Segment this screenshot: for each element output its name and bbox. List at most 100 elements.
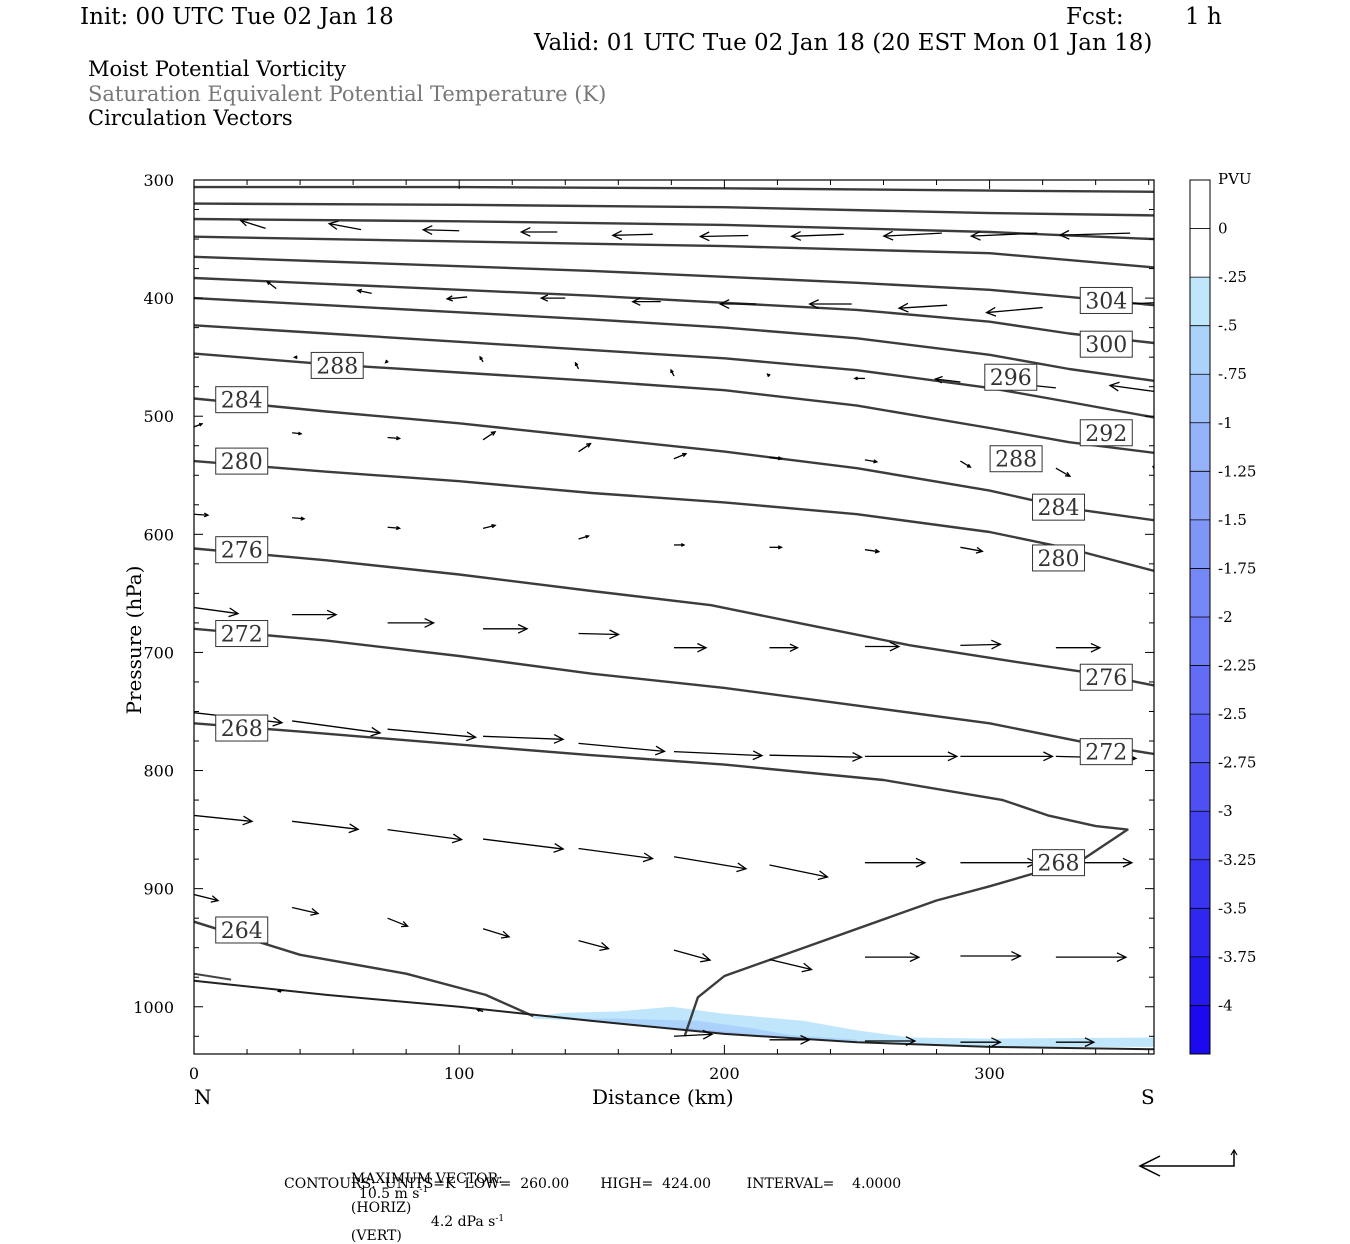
- colorbar-swatch: [1190, 762, 1210, 812]
- contour-label-288: 288: [989, 445, 1043, 473]
- circulation-vector: [356, 288, 372, 295]
- circulation-vector: [960, 751, 1054, 762]
- colorbar-swatch: [1190, 665, 1210, 715]
- theta-e-contour-292: [194, 324, 1154, 419]
- colorbar-label: -3.25: [1218, 851, 1256, 869]
- circulation-vector: [897, 302, 948, 313]
- contour-label-268: 268: [215, 714, 269, 742]
- circulation-vector: [769, 1034, 811, 1045]
- cross-section-chart: 3043002962922882882842842802802762762722…: [133, 171, 1256, 1177]
- horiz-exponent: -1: [419, 1185, 429, 1195]
- circulation-vector: [1055, 952, 1128, 963]
- contour-label-284: 284: [215, 386, 269, 414]
- contour-label-300: 300: [1079, 330, 1133, 358]
- circulation-vector: [194, 814, 254, 826]
- circulation-vector: [864, 952, 921, 963]
- x-end-label-left: N: [194, 1085, 212, 1109]
- colorbar-swatch: [1190, 422, 1210, 472]
- footer-max-vector: MAXIMUM VECTOR: 10.5 m s-1 (HORIZ) 4.2 d…: [342, 1158, 504, 1243]
- circulation-vector: [519, 227, 558, 237]
- circulation-vector-layer: [194, 218, 1154, 1048]
- circulation-vector: [960, 639, 1002, 650]
- circulation-vector: [482, 838, 565, 853]
- circulation-vector: [578, 442, 592, 453]
- colorbar-label: 0: [1218, 220, 1228, 238]
- circulation-vector: [790, 231, 844, 241]
- circulation-vector: [1055, 1037, 1096, 1048]
- theta-e-contour-upper-12: [194, 217, 1154, 241]
- svg-text:284: 284: [221, 389, 263, 414]
- circulation-vector: [1055, 642, 1102, 653]
- circulation-vector: [673, 949, 712, 963]
- surface-line: [194, 979, 1154, 1051]
- circulation-vector: [1108, 381, 1154, 393]
- theta-e-contour-upper-11: [194, 235, 1154, 269]
- circulation-vector: [387, 917, 409, 928]
- colorbar-swatch: [1190, 811, 1210, 860]
- circulation-vector: [882, 230, 942, 241]
- reference-vector-vertical-head: [1230, 1148, 1238, 1156]
- circulation-vector: [864, 751, 959, 762]
- theta-e-contour-upper-13: [194, 202, 1154, 217]
- circulation-vector: [631, 297, 661, 306]
- theta-e-contour-296: [194, 296, 1154, 382]
- svg-text:264: 264: [221, 919, 263, 944]
- circulation-vector: [960, 1037, 1002, 1048]
- colorbar-swatch: [1190, 568, 1210, 617]
- circulation-vector: [611, 230, 653, 241]
- circulation-vector: [387, 525, 402, 531]
- colorbar-swatch: [1190, 277, 1210, 326]
- svg-text:272: 272: [221, 623, 263, 648]
- contour-label-288: 288: [310, 351, 364, 379]
- circulation-vector: [578, 847, 654, 863]
- circulation-vector: [194, 893, 220, 903]
- colorbar-label: -3.5: [1218, 899, 1247, 917]
- y-tick-label: 800: [143, 762, 174, 781]
- circulation-vector: [578, 629, 620, 640]
- colorbar-label: -1.25: [1218, 462, 1256, 480]
- x-end-label-right: S: [1141, 1085, 1155, 1109]
- circulation-vector: [327, 220, 362, 231]
- svg-text:276: 276: [221, 539, 263, 564]
- colorbar-label: -2.75: [1218, 754, 1256, 772]
- circulation-vector: [853, 376, 865, 381]
- theta-e-contour-276: [194, 547, 1154, 687]
- forecast-label: Fcst:: [1066, 4, 1124, 30]
- circulation-vector: [864, 1036, 917, 1046]
- x-tick-label: 0: [189, 1064, 199, 1083]
- circulation-vector: [933, 375, 961, 384]
- circulation-vector: [769, 456, 784, 461]
- circulation-vector: [673, 1029, 714, 1040]
- circulation-vector: [387, 436, 402, 441]
- circulation-vector: [387, 828, 464, 844]
- circulation-vector: [291, 906, 320, 916]
- contour-label-280: 280: [215, 447, 269, 475]
- horiz-tag: (HORIZ): [350, 1199, 412, 1216]
- circulation-vector: [479, 355, 484, 363]
- circulation-vector: [674, 642, 708, 653]
- circulation-vector: [1058, 229, 1131, 240]
- plot-frame: [193, 179, 1155, 1055]
- circulation-vector: [960, 857, 1038, 868]
- circulation-vector: [482, 430, 497, 441]
- colorbar-swatch: [1190, 325, 1210, 375]
- reference-vector-head: [1138, 1155, 1161, 1177]
- colorbar-swatch: [1190, 956, 1210, 1006]
- theta-e-contour-288: [194, 352, 1154, 454]
- circulation-vector: [292, 355, 298, 360]
- x-tick-label: 300: [974, 1064, 1005, 1083]
- circulation-vector: [194, 512, 210, 518]
- circulation-vector: [194, 422, 204, 428]
- circulation-vector: [445, 295, 468, 302]
- valid-time: Valid: 01 UTC Tue 02 Jan 18 (20 EST Mon …: [534, 30, 1153, 56]
- circulation-vector: [674, 543, 686, 547]
- colorbar-swatch: [1190, 374, 1210, 423]
- circulation-vector: [194, 606, 240, 618]
- circulation-vector: [574, 361, 580, 370]
- circulation-vector: [539, 294, 566, 302]
- circulation-vector: [766, 373, 771, 378]
- x-axis-title: Distance (km): [592, 1085, 734, 1109]
- circulation-vector: [769, 958, 813, 973]
- contour-label-296: 296: [984, 363, 1038, 391]
- colorbar-swatch: [1190, 519, 1210, 569]
